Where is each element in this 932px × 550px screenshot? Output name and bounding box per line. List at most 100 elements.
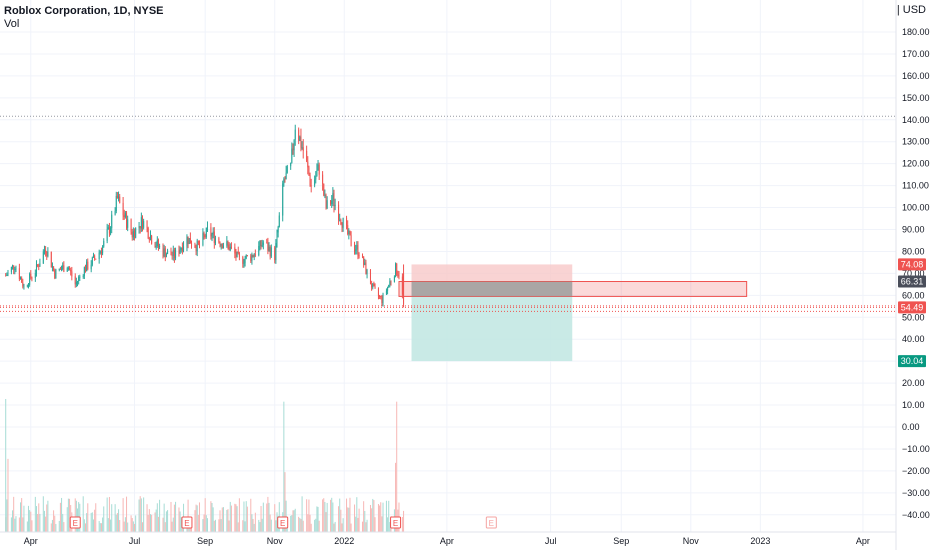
candle xyxy=(90,260,92,273)
candle xyxy=(308,165,310,176)
candle xyxy=(108,222,110,237)
earnings-icon[interactable]: E xyxy=(69,516,81,529)
volume-bar xyxy=(290,515,292,532)
stop-loss-zone[interactable] xyxy=(411,264,573,282)
candle xyxy=(338,201,340,225)
time-tick-label: 2022 xyxy=(334,536,354,546)
candle xyxy=(115,191,117,214)
candle xyxy=(98,249,100,264)
price-tick-label: −30.00 xyxy=(902,488,930,498)
candle xyxy=(220,243,222,250)
volume-bar xyxy=(365,522,367,532)
volume-bar xyxy=(54,515,56,532)
volume-bar xyxy=(122,498,124,532)
volume-bar xyxy=(243,501,245,532)
earnings-icon[interactable]: E xyxy=(485,516,497,529)
price-tick-label: 10.00 xyxy=(902,400,925,410)
candle xyxy=(70,267,72,276)
candle xyxy=(258,241,260,257)
candle xyxy=(170,247,172,256)
earnings-icon[interactable]: E xyxy=(390,516,402,529)
volume-spike-bar xyxy=(283,401,285,532)
candle xyxy=(222,242,224,249)
candle xyxy=(102,245,104,256)
volume-bar xyxy=(298,516,300,532)
candle xyxy=(74,273,76,288)
candle xyxy=(229,243,231,252)
candle xyxy=(58,268,60,272)
candle xyxy=(262,240,264,250)
long-short-position-tool[interactable] xyxy=(398,264,748,362)
price-tick-label: 40.00 xyxy=(902,334,925,344)
volume-bar xyxy=(212,507,214,532)
candle xyxy=(340,218,342,226)
candle xyxy=(314,175,316,188)
candle xyxy=(373,281,375,287)
volume-bar xyxy=(39,513,41,532)
volume-bar xyxy=(227,509,229,532)
volume-bar xyxy=(106,497,108,532)
volume-bar xyxy=(293,510,295,532)
volume-bar xyxy=(206,518,208,532)
time-tick-label: Jul xyxy=(129,536,141,546)
volume-bar xyxy=(381,516,383,532)
volume-bar xyxy=(331,497,333,532)
volume-bar xyxy=(220,519,222,532)
volume-bar xyxy=(229,501,231,532)
volume-bar xyxy=(46,504,48,532)
candle xyxy=(10,266,12,275)
candle xyxy=(194,242,196,249)
volume-bar xyxy=(107,518,109,532)
candle xyxy=(284,176,286,183)
candle xyxy=(278,212,280,228)
currency-label[interactable]: | USD xyxy=(897,4,926,16)
volume-bar xyxy=(165,511,167,532)
earnings-icon[interactable]: E xyxy=(181,516,193,529)
volume-bar xyxy=(204,498,206,532)
earnings-icon[interactable]: E xyxy=(277,516,289,529)
volume-bar xyxy=(132,521,134,532)
candle xyxy=(77,280,79,287)
candle xyxy=(131,228,133,241)
candle xyxy=(50,251,52,268)
candle xyxy=(242,255,244,268)
candle xyxy=(235,248,237,261)
volume-bar xyxy=(110,519,112,532)
volume-bar xyxy=(95,503,97,532)
candle xyxy=(291,142,293,164)
candle xyxy=(99,250,101,255)
time-axis[interactable]: Apr Jul Sep Nov 2022 Apr Jul Sep Nov 2023 Apr xyxy=(0,531,896,546)
candle xyxy=(244,255,246,267)
candle xyxy=(189,232,191,244)
earnings-label: E xyxy=(280,519,285,528)
candle xyxy=(196,238,198,257)
candle xyxy=(69,266,71,271)
time-tick-label: Nov xyxy=(683,536,700,546)
currency-icon: | xyxy=(896,4,903,16)
candle xyxy=(364,258,366,266)
volume-indicator-label[interactable]: Vol xyxy=(4,18,20,30)
volume-bar xyxy=(138,499,140,532)
candle xyxy=(30,270,32,280)
volume-bar xyxy=(274,504,276,532)
volume-bar xyxy=(251,514,253,532)
volume-bar xyxy=(338,506,340,532)
candle xyxy=(20,276,22,280)
volume-bar xyxy=(245,501,247,532)
candle xyxy=(213,227,215,249)
price-axis[interactable]: 180.00 170.00 160.00 150.00 140.00 130.00 120.… xyxy=(895,0,930,550)
candle xyxy=(27,283,30,289)
volume-bar xyxy=(179,511,181,532)
candle xyxy=(87,258,89,271)
candle xyxy=(379,294,381,300)
candle xyxy=(198,240,201,249)
symbol-title[interactable]: Roblox Corporation, 1D, NYSE xyxy=(4,5,164,17)
volume-bar xyxy=(14,518,16,532)
volume-bar xyxy=(149,514,151,532)
volume-bar xyxy=(66,507,68,532)
candle xyxy=(190,240,193,249)
candle xyxy=(266,238,268,244)
volume-bar xyxy=(141,522,144,532)
